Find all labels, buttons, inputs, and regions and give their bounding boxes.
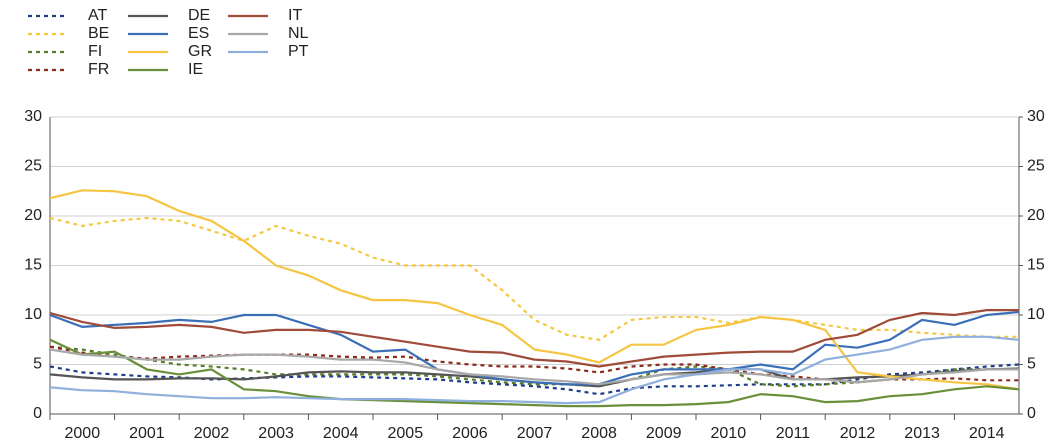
- y-tick-label: 10: [24, 306, 42, 323]
- legend-label: BE: [88, 25, 109, 42]
- series-line: [49, 309, 1019, 368]
- x-tick-label: 2013: [904, 425, 940, 442]
- y2-tick-label: 0: [1027, 405, 1036, 422]
- x-tick-label: 2001: [129, 425, 165, 442]
- y-tick-label: 20: [24, 207, 42, 224]
- x-tick-label: 2002: [194, 425, 230, 442]
- legend-label: PT: [288, 43, 309, 60]
- x-tick-label: 2014: [969, 425, 1005, 442]
- x-tick-label: 2012: [840, 425, 876, 442]
- y-tick-label: 15: [24, 257, 42, 274]
- x-tick-label: 2006: [452, 425, 488, 442]
- x-tick-label: 2003: [258, 425, 294, 442]
- legend-label: DE: [188, 7, 210, 24]
- y-tick-label: 5: [33, 356, 42, 373]
- y-tick-label: 30: [24, 108, 42, 125]
- legend-label: NL: [288, 25, 309, 42]
- x-tick-label: 2011: [776, 425, 811, 442]
- y-tick-label: 25: [24, 158, 42, 175]
- y2-tick-label: 25: [1027, 158, 1045, 175]
- x-tick-label: 2005: [388, 425, 424, 442]
- series-line: [49, 310, 1020, 386]
- x-tick-label: 2004: [323, 425, 359, 442]
- y-tick-label: 0: [33, 405, 42, 422]
- y2-tick-label: 15: [1027, 257, 1045, 274]
- y2-tick-label: 30: [1027, 108, 1045, 125]
- legend-label: ES: [188, 25, 209, 42]
- legend-label: GR: [188, 43, 212, 60]
- legend-label: AT: [88, 7, 107, 24]
- legend-label: FR: [88, 61, 109, 78]
- series-line: [49, 335, 1020, 405]
- series-line: [49, 189, 1020, 391]
- series-line: [49, 348, 1019, 386]
- x-tick-label: 2000: [65, 425, 101, 442]
- x-tick-label: 2010: [711, 425, 747, 442]
- legend-label: FI: [88, 43, 102, 60]
- x-tick-label: 2009: [646, 425, 682, 442]
- y2-tick-label: 20: [1027, 207, 1045, 224]
- y2-tick-label: 10: [1027, 306, 1045, 323]
- x-tick-label: 2007: [517, 425, 553, 442]
- legend-label: IT: [288, 7, 302, 24]
- series-line: [49, 345, 1019, 388]
- legend-label: IE: [188, 61, 203, 78]
- x-tick-label: 2008: [581, 425, 617, 442]
- series-line: [49, 338, 1020, 408]
- y2-tick-label: 5: [1027, 356, 1036, 373]
